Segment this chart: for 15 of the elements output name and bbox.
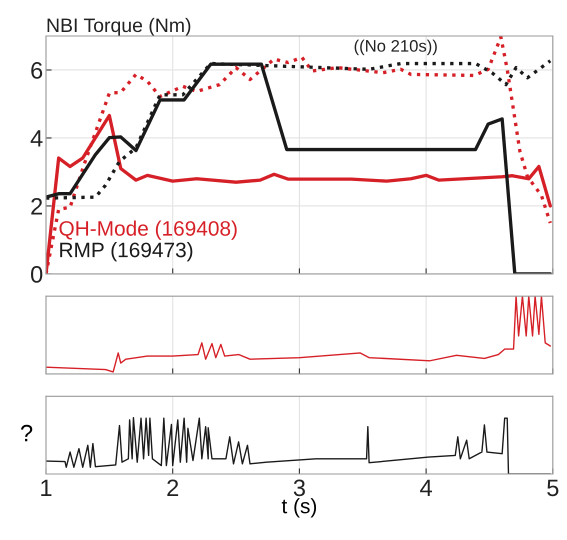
x-tick-label: 1 [41,480,52,496]
y-tick-label: 6 [31,62,42,79]
x-tick-label: 2 [167,479,178,496]
annotation: ((No 210s)) [354,40,437,56]
x-axis-title: t (s) [282,498,316,518]
text: RMP (169473) [60,242,192,262]
y-tick-label: 2 [31,198,42,215]
x-tick-label: 3 [294,479,305,496]
y-axis-title: NBI Torque (Nm) [48,18,190,36]
series-label: QH-Mode (169408) [59,220,237,240]
y-axis-title: ? [20,424,32,442]
y-tick-label: 0 [31,266,42,283]
x-tick-label: 4 [420,480,432,496]
y-tick-label: 4 [30,130,43,147]
x-tick-label: 5 [547,480,558,496]
